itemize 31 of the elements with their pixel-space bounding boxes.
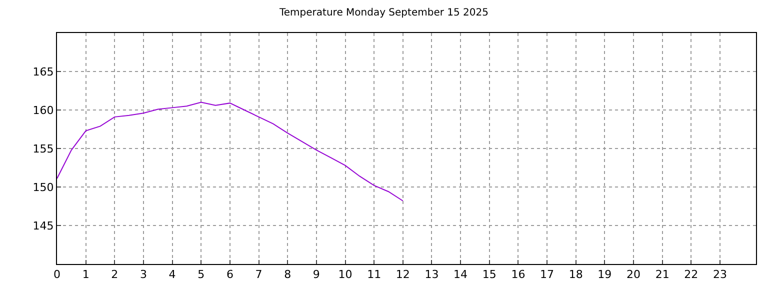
x-tick-label: 18 bbox=[568, 268, 583, 282]
x-tick-label: 10 bbox=[338, 268, 352, 282]
x-tick-label: 3 bbox=[140, 268, 147, 282]
x-tick-label: 7 bbox=[255, 268, 262, 282]
line-series bbox=[57, 102, 404, 202]
x-tick-label: 8 bbox=[284, 268, 292, 282]
x-tick-label: 20 bbox=[626, 268, 640, 282]
x-tick-label: 21 bbox=[655, 268, 670, 282]
x-tick-label: 22 bbox=[684, 268, 698, 282]
x-tick-label: 16 bbox=[511, 268, 526, 282]
x-tick-label: 6 bbox=[226, 268, 234, 282]
x-tick-label: 11 bbox=[367, 268, 382, 282]
x-tick-label: 19 bbox=[598, 268, 612, 282]
x-tick-label: 23 bbox=[712, 268, 727, 282]
x-tick-label: 13 bbox=[424, 268, 439, 282]
y-tick-label: 165 bbox=[32, 65, 54, 78]
y-tick-label: 155 bbox=[32, 142, 54, 156]
x-tick-label: 15 bbox=[482, 268, 496, 282]
y-tick-label: 150 bbox=[32, 180, 54, 194]
x-tick-label: 17 bbox=[540, 268, 554, 282]
x-tick-label: 1 bbox=[82, 268, 90, 282]
x-tick-label: 9 bbox=[312, 268, 320, 282]
x-tick-label: 0 bbox=[54, 268, 60, 282]
x-tick-label: 12 bbox=[396, 268, 410, 282]
y-tick-label: 160 bbox=[32, 104, 54, 117]
x-tick-label: 2 bbox=[111, 268, 118, 282]
chart-title: Temperature Monday September 15 2025 bbox=[278, 8, 488, 19]
y-tick-label: 145 bbox=[32, 219, 54, 232]
x-tick-label: 4 bbox=[168, 268, 176, 282]
x-tick-label: 14 bbox=[454, 268, 468, 282]
x-tick-label: 5 bbox=[198, 268, 205, 282]
